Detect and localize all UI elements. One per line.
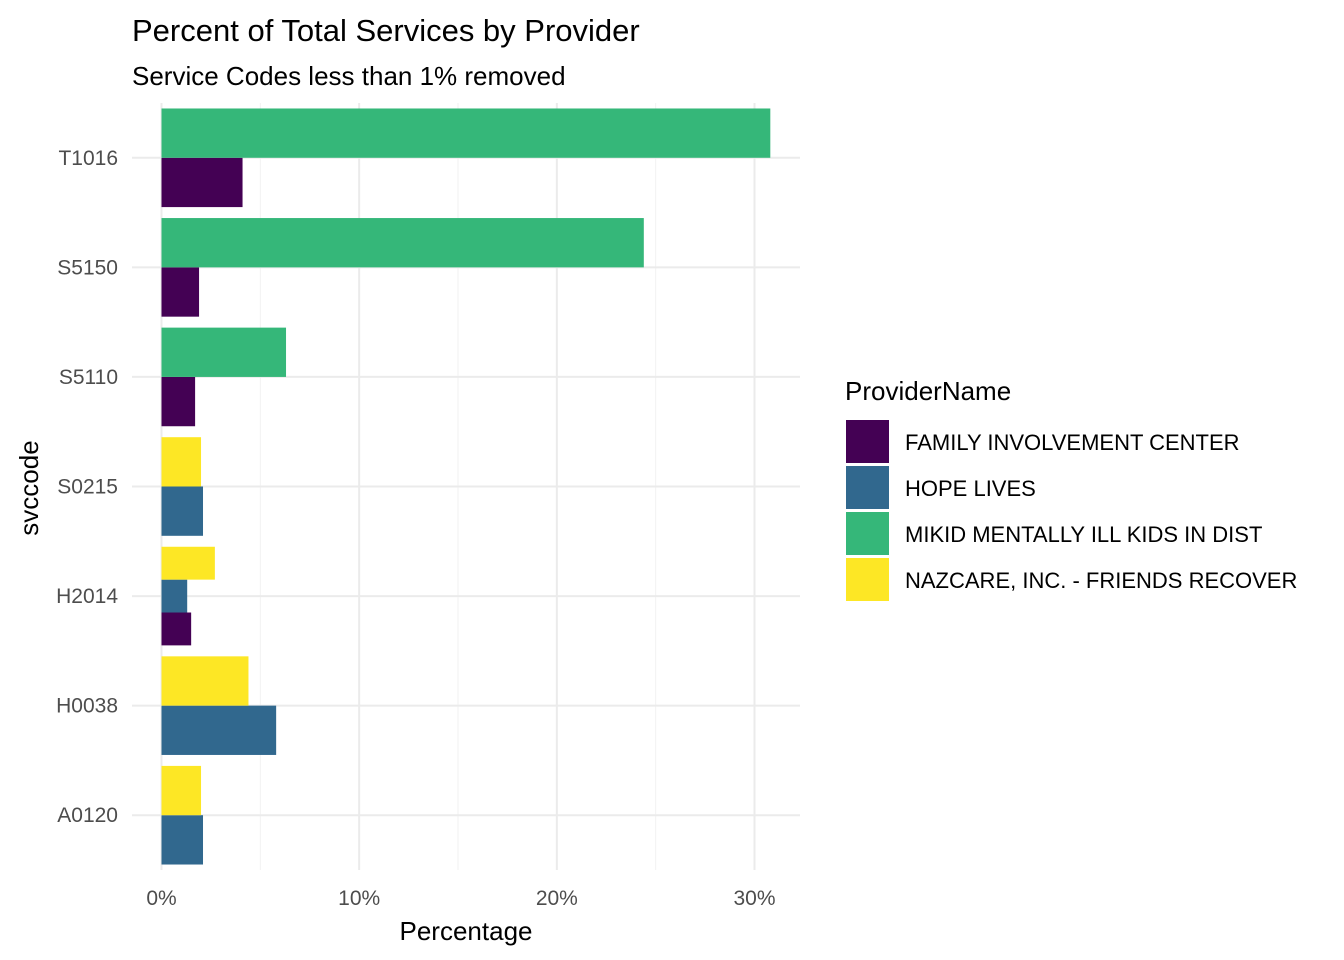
bar-S5150-0 (161, 267, 200, 317)
chart-subtitle: Service Codes less than 1% removed (132, 61, 566, 91)
legend-title: ProviderName (845, 376, 1011, 406)
y-tick-label: A0120 (57, 804, 118, 827)
bar-S5150-2 (161, 218, 644, 268)
y-tick-label: S5110 (59, 366, 118, 389)
legend-label: MIKID MENTALLY ILL KIDS IN DIST (905, 522, 1262, 547)
bars (161, 108, 771, 865)
legend-label: FAMILY INVOLVEMENT CENTER (905, 430, 1240, 455)
legend-key (846, 466, 889, 509)
x-tick-label: 10% (338, 887, 380, 910)
bar-S5110-2 (161, 327, 287, 377)
legend-key (846, 420, 889, 463)
y-axis-title: svccode (14, 440, 44, 535)
y-tick-labels: A0120 H0038 H2014 S0215 S5110 S5150 T1016 (56, 147, 118, 827)
bar-S0215-1 (161, 486, 204, 536)
legend-label: HOPE LIVES (905, 476, 1036, 501)
bar-A0120-1 (161, 815, 204, 865)
x-tick-label: 0% (146, 887, 176, 910)
x-axis-title: Percentage (400, 916, 533, 946)
y-tick-label: H0038 (56, 695, 118, 718)
y-tick-label: S0215 (57, 476, 118, 499)
bar-A0120-3 (161, 765, 202, 816)
bar-H0038-3 (161, 656, 249, 706)
bar-H2014-0 (161, 612, 192, 646)
legend: ProviderName FAMILY INVOLVEMENT CENTER HO… (845, 376, 1297, 601)
y-tick-label: S5150 (57, 256, 118, 279)
bar-T1016-2 (161, 108, 771, 158)
bar-H2014-3 (161, 546, 215, 580)
bar-S5110-0 (161, 376, 196, 427)
bar-H2014-1 (161, 579, 188, 613)
y-tick-label: T1016 (58, 147, 118, 170)
x-tick-labels: 0% 10% 20% 30% (146, 887, 775, 910)
y-tick-label: H2014 (56, 585, 118, 608)
legend-key (846, 558, 889, 601)
bar-H0038-1 (161, 705, 277, 755)
legend-key (846, 512, 889, 555)
legend-label: NAZCARE, INC. - FRIENDS RECOVER (905, 568, 1297, 593)
x-tick-label: 20% (536, 887, 578, 910)
bar-S0215-3 (161, 437, 202, 487)
chart-title: Percent of Total Services by Provider (132, 13, 640, 48)
x-tick-label: 30% (733, 887, 775, 910)
bar-T1016-0 (161, 157, 243, 208)
